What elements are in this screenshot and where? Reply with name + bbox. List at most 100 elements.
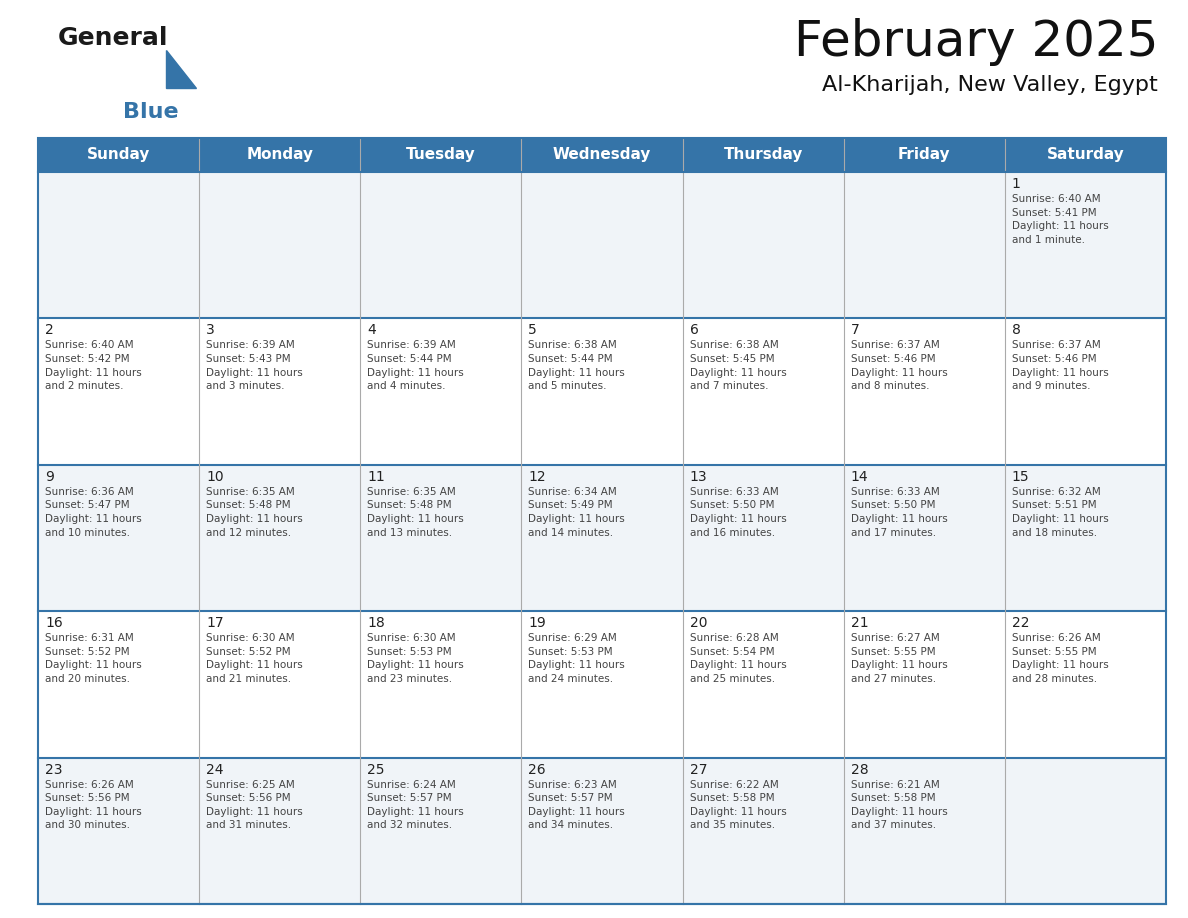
- Bar: [1005, 611, 1165, 757]
- Text: 17: 17: [207, 616, 223, 630]
- Bar: [522, 757, 683, 904]
- Text: 18: 18: [367, 616, 385, 630]
- Text: Sunrise: 6:24 AM
Sunset: 5:57 PM
Daylight: 11 hours
and 32 minutes.: Sunrise: 6:24 AM Sunset: 5:57 PM Dayligh…: [367, 779, 465, 831]
- Bar: [1005, 138, 1165, 172]
- Text: Sunrise: 6:32 AM
Sunset: 5:51 PM
Daylight: 11 hours
and 18 minutes.: Sunrise: 6:32 AM Sunset: 5:51 PM Dayligh…: [1012, 487, 1108, 538]
- Bar: [38, 138, 200, 172]
- Text: Sunrise: 6:23 AM
Sunset: 5:57 PM
Daylight: 11 hours
and 34 minutes.: Sunrise: 6:23 AM Sunset: 5:57 PM Dayligh…: [529, 779, 625, 831]
- Text: 28: 28: [851, 763, 868, 777]
- Bar: [843, 319, 1005, 465]
- Text: 3: 3: [207, 323, 215, 338]
- Bar: [683, 138, 843, 172]
- Text: General: General: [58, 26, 169, 50]
- Text: 15: 15: [1012, 470, 1030, 484]
- Text: 19: 19: [529, 616, 546, 630]
- Bar: [1005, 465, 1165, 611]
- Text: 16: 16: [45, 616, 63, 630]
- Bar: [843, 465, 1005, 611]
- Text: 7: 7: [851, 323, 859, 338]
- Text: Thursday: Thursday: [723, 148, 803, 162]
- Text: 23: 23: [45, 763, 63, 777]
- Bar: [360, 611, 522, 757]
- Bar: [843, 611, 1005, 757]
- Text: Sunrise: 6:37 AM
Sunset: 5:46 PM
Daylight: 11 hours
and 9 minutes.: Sunrise: 6:37 AM Sunset: 5:46 PM Dayligh…: [1012, 341, 1108, 391]
- Bar: [522, 319, 683, 465]
- Text: 4: 4: [367, 323, 377, 338]
- Text: Sunrise: 6:22 AM
Sunset: 5:58 PM
Daylight: 11 hours
and 35 minutes.: Sunrise: 6:22 AM Sunset: 5:58 PM Dayligh…: [689, 779, 786, 831]
- Bar: [683, 319, 843, 465]
- Bar: [200, 611, 360, 757]
- Text: Tuesday: Tuesday: [406, 148, 475, 162]
- Text: Monday: Monday: [246, 148, 314, 162]
- Bar: [360, 138, 522, 172]
- Text: 22: 22: [1012, 616, 1029, 630]
- Bar: [38, 319, 200, 465]
- Bar: [200, 319, 360, 465]
- Text: 5: 5: [529, 323, 537, 338]
- Text: Sunrise: 6:40 AM
Sunset: 5:42 PM
Daylight: 11 hours
and 2 minutes.: Sunrise: 6:40 AM Sunset: 5:42 PM Dayligh…: [45, 341, 141, 391]
- Text: Sunday: Sunday: [87, 148, 150, 162]
- Text: 27: 27: [689, 763, 707, 777]
- Bar: [843, 172, 1005, 319]
- Text: 6: 6: [689, 323, 699, 338]
- Bar: [200, 172, 360, 319]
- Bar: [38, 138, 1165, 904]
- Text: Sunrise: 6:30 AM
Sunset: 5:52 PM
Daylight: 11 hours
and 21 minutes.: Sunrise: 6:30 AM Sunset: 5:52 PM Dayligh…: [207, 633, 303, 684]
- Text: Sunrise: 6:38 AM
Sunset: 5:45 PM
Daylight: 11 hours
and 7 minutes.: Sunrise: 6:38 AM Sunset: 5:45 PM Dayligh…: [689, 341, 786, 391]
- Bar: [360, 319, 522, 465]
- Bar: [843, 757, 1005, 904]
- Text: Sunrise: 6:21 AM
Sunset: 5:58 PM
Daylight: 11 hours
and 37 minutes.: Sunrise: 6:21 AM Sunset: 5:58 PM Dayligh…: [851, 779, 948, 831]
- Bar: [200, 757, 360, 904]
- Bar: [38, 172, 200, 319]
- Text: Sunrise: 6:26 AM
Sunset: 5:56 PM
Daylight: 11 hours
and 30 minutes.: Sunrise: 6:26 AM Sunset: 5:56 PM Dayligh…: [45, 779, 141, 831]
- Text: Sunrise: 6:31 AM
Sunset: 5:52 PM
Daylight: 11 hours
and 20 minutes.: Sunrise: 6:31 AM Sunset: 5:52 PM Dayligh…: [45, 633, 141, 684]
- Text: Sunrise: 6:30 AM
Sunset: 5:53 PM
Daylight: 11 hours
and 23 minutes.: Sunrise: 6:30 AM Sunset: 5:53 PM Dayligh…: [367, 633, 465, 684]
- Bar: [200, 138, 360, 172]
- Text: Sunrise: 6:39 AM
Sunset: 5:44 PM
Daylight: 11 hours
and 4 minutes.: Sunrise: 6:39 AM Sunset: 5:44 PM Dayligh…: [367, 341, 465, 391]
- Text: Sunrise: 6:26 AM
Sunset: 5:55 PM
Daylight: 11 hours
and 28 minutes.: Sunrise: 6:26 AM Sunset: 5:55 PM Dayligh…: [1012, 633, 1108, 684]
- Text: Saturday: Saturday: [1047, 148, 1124, 162]
- Text: 10: 10: [207, 470, 223, 484]
- Text: 12: 12: [529, 470, 546, 484]
- Text: 21: 21: [851, 616, 868, 630]
- Text: 11: 11: [367, 470, 385, 484]
- Bar: [360, 757, 522, 904]
- Text: Sunrise: 6:38 AM
Sunset: 5:44 PM
Daylight: 11 hours
and 5 minutes.: Sunrise: 6:38 AM Sunset: 5:44 PM Dayligh…: [529, 341, 625, 391]
- Bar: [38, 465, 200, 611]
- Text: 24: 24: [207, 763, 223, 777]
- Polygon shape: [166, 50, 196, 88]
- Text: Sunrise: 6:36 AM
Sunset: 5:47 PM
Daylight: 11 hours
and 10 minutes.: Sunrise: 6:36 AM Sunset: 5:47 PM Dayligh…: [45, 487, 141, 538]
- Text: Sunrise: 6:40 AM
Sunset: 5:41 PM
Daylight: 11 hours
and 1 minute.: Sunrise: 6:40 AM Sunset: 5:41 PM Dayligh…: [1012, 194, 1108, 245]
- Text: Sunrise: 6:33 AM
Sunset: 5:50 PM
Daylight: 11 hours
and 17 minutes.: Sunrise: 6:33 AM Sunset: 5:50 PM Dayligh…: [851, 487, 948, 538]
- Text: 1: 1: [1012, 177, 1020, 191]
- Bar: [522, 611, 683, 757]
- Bar: [683, 757, 843, 904]
- Text: 13: 13: [689, 470, 707, 484]
- Bar: [1005, 319, 1165, 465]
- Bar: [522, 138, 683, 172]
- Bar: [683, 172, 843, 319]
- Text: Sunrise: 6:29 AM
Sunset: 5:53 PM
Daylight: 11 hours
and 24 minutes.: Sunrise: 6:29 AM Sunset: 5:53 PM Dayligh…: [529, 633, 625, 684]
- Bar: [522, 465, 683, 611]
- Text: Sunrise: 6:33 AM
Sunset: 5:50 PM
Daylight: 11 hours
and 16 minutes.: Sunrise: 6:33 AM Sunset: 5:50 PM Dayligh…: [689, 487, 786, 538]
- Bar: [38, 611, 200, 757]
- Text: Sunrise: 6:27 AM
Sunset: 5:55 PM
Daylight: 11 hours
and 27 minutes.: Sunrise: 6:27 AM Sunset: 5:55 PM Dayligh…: [851, 633, 948, 684]
- Text: Sunrise: 6:25 AM
Sunset: 5:56 PM
Daylight: 11 hours
and 31 minutes.: Sunrise: 6:25 AM Sunset: 5:56 PM Dayligh…: [207, 779, 303, 831]
- Text: Sunrise: 6:39 AM
Sunset: 5:43 PM
Daylight: 11 hours
and 3 minutes.: Sunrise: 6:39 AM Sunset: 5:43 PM Dayligh…: [207, 341, 303, 391]
- Text: Sunrise: 6:37 AM
Sunset: 5:46 PM
Daylight: 11 hours
and 8 minutes.: Sunrise: 6:37 AM Sunset: 5:46 PM Dayligh…: [851, 341, 948, 391]
- Text: 2: 2: [45, 323, 53, 338]
- Text: 9: 9: [45, 470, 53, 484]
- Bar: [360, 172, 522, 319]
- Text: Al-Kharijah, New Valley, Egypt: Al-Kharijah, New Valley, Egypt: [822, 75, 1158, 95]
- Text: Sunrise: 6:35 AM
Sunset: 5:48 PM
Daylight: 11 hours
and 12 minutes.: Sunrise: 6:35 AM Sunset: 5:48 PM Dayligh…: [207, 487, 303, 538]
- Bar: [200, 465, 360, 611]
- Text: Blue: Blue: [124, 102, 178, 122]
- Bar: [683, 611, 843, 757]
- Bar: [522, 172, 683, 319]
- Text: 8: 8: [1012, 323, 1020, 338]
- Text: Friday: Friday: [898, 148, 950, 162]
- Text: 25: 25: [367, 763, 385, 777]
- Bar: [843, 138, 1005, 172]
- Text: Sunrise: 6:34 AM
Sunset: 5:49 PM
Daylight: 11 hours
and 14 minutes.: Sunrise: 6:34 AM Sunset: 5:49 PM Dayligh…: [529, 487, 625, 538]
- Bar: [360, 465, 522, 611]
